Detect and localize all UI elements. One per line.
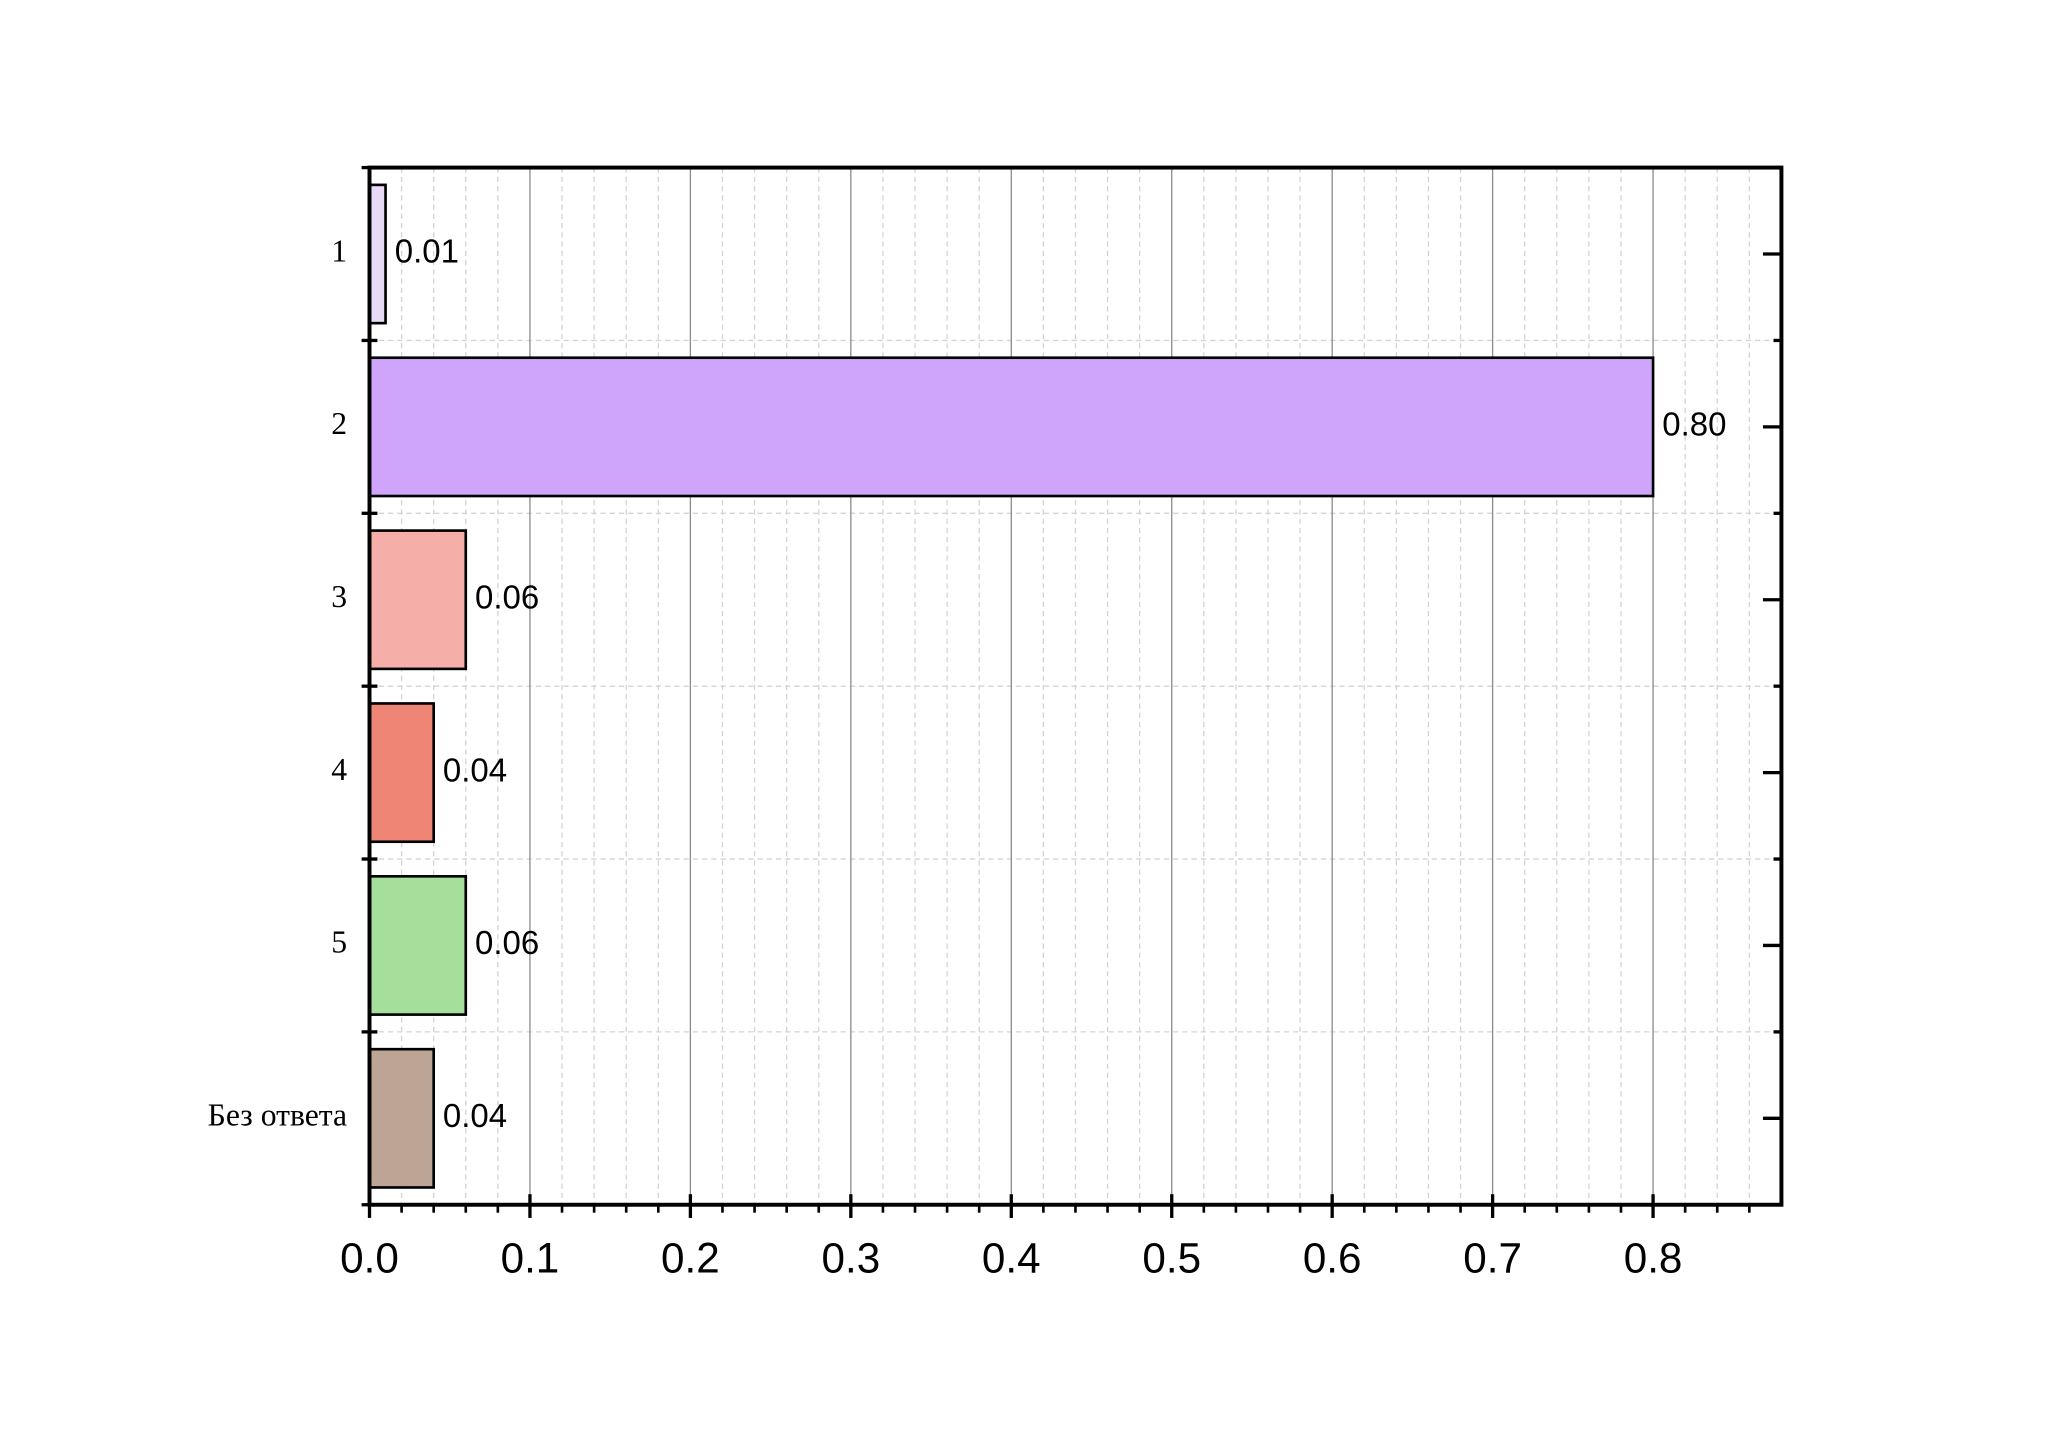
x-tick-label: 0.5 [1142,1235,1201,1282]
y-tick-label: Без ответа [208,1098,347,1133]
value-label: 0.04 [443,751,507,788]
x-tick-label: 0.7 [1463,1235,1522,1282]
x-tick-label: 0.2 [661,1235,720,1282]
bar [368,874,468,1016]
value-label: 0.06 [475,578,539,615]
x-tick-label: 0.0 [340,1235,399,1282]
bar [368,183,387,325]
x-tick-label: 0.4 [982,1235,1041,1282]
y-tick-label: 2 [331,406,347,441]
y-tick-label: 3 [331,579,347,614]
bar [368,529,468,671]
bar [368,356,1655,498]
x-tick-label: 0.1 [501,1235,560,1282]
bar [368,1047,435,1189]
x-tick-label: 0.8 [1624,1235,1683,1282]
x-tick-label: 0.3 [821,1235,880,1282]
x-tick-label: 0.6 [1303,1235,1362,1282]
value-label: 0.80 [1662,406,1726,443]
bar [368,702,435,844]
value-label: 0.01 [395,233,459,270]
y-tick-label: 1 [331,233,347,268]
y-tick-label: 5 [331,925,347,960]
y-tick-label: 4 [331,752,347,787]
plot-frame [367,165,1784,1207]
value-label: 0.06 [475,924,539,961]
value-label: 0.04 [443,1097,507,1134]
